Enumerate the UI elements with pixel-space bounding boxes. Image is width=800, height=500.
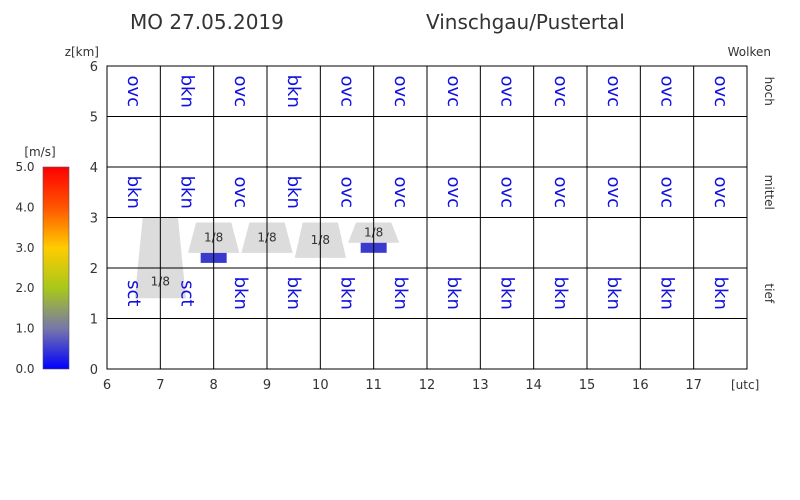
cloud-cover-hoch: bkn: [177, 75, 198, 108]
y-axis-label: z[km]: [65, 45, 99, 59]
layer-label-hoch: hoch: [762, 77, 776, 106]
x-tick-label: 7: [156, 378, 164, 393]
cloud-cover-tief: bkn: [443, 277, 464, 310]
y-tick-label: 1: [90, 313, 98, 328]
layer-label-tief: tief: [762, 283, 776, 303]
cloud-cover-mittel: ovc: [443, 176, 464, 208]
cloud-cover-hoch: ovc: [123, 75, 144, 107]
colorbar-tick-label: 3.0: [15, 241, 34, 255]
x-tick-label: 9: [263, 378, 271, 393]
cloud-cover-mittel: ovc: [550, 176, 571, 208]
x-tick-label: 11: [365, 378, 382, 393]
cloud-cover-mittel: bkn: [177, 176, 198, 209]
x-tick-label: 10: [312, 378, 329, 393]
colorbar-tick-label: 2.0: [15, 281, 34, 295]
cloud-cover-hoch: ovc: [497, 75, 518, 107]
cloud-cover-tief: bkn: [710, 277, 731, 310]
cloud-cover-hoch: ovc: [710, 75, 731, 107]
cloud-cover-mittel: ovc: [337, 176, 358, 208]
y-tick-label: 6: [90, 60, 98, 75]
cloud-cover-mittel: ovc: [603, 176, 624, 208]
y-tick-label: 4: [90, 161, 98, 176]
colorbar-tick-label: 0.0: [15, 362, 34, 376]
cloud-cover-hoch: ovc: [657, 75, 678, 107]
cloud-cover-hoch: ovc: [390, 75, 411, 107]
cloud-cover-tief: bkn: [390, 277, 411, 310]
cloud-legend-title: Wolken: [728, 45, 771, 59]
x-tick-label: 8: [210, 378, 218, 393]
cloud-cover-hoch: ovc: [337, 75, 358, 107]
cloud-cover-hoch: ovc: [230, 75, 251, 107]
cloud-cover-mittel: ovc: [710, 176, 731, 208]
cloud-cover-tief: sct: [177, 280, 198, 306]
cloud-cover-mittel: ovc: [230, 176, 251, 208]
y-tick-label: 5: [90, 111, 98, 126]
layer-label-mittel: mittel: [762, 175, 776, 210]
colorbar-tick-label: 5.0: [15, 160, 34, 174]
x-axis-unit: [utc]: [731, 378, 759, 392]
x-tick-label: 14: [525, 378, 542, 393]
cloud-cover-tief: bkn: [657, 277, 678, 310]
cloud-cover-tief: bkn: [550, 277, 571, 310]
y-tick-label: 0: [90, 363, 98, 378]
colorbar: [42, 166, 70, 370]
cloud-cover-tief: bkn: [603, 277, 624, 310]
colorbar-tick-label: 4.0: [15, 200, 34, 214]
cloud-cover-tief: bkn: [230, 277, 251, 310]
cloud-cover-mittel: bkn: [123, 176, 144, 209]
cloud-cover-hoch: ovc: [603, 75, 624, 107]
cloud-cover-mittel: ovc: [657, 176, 678, 208]
cloud-cover-hoch: ovc: [550, 75, 571, 107]
cloud-cover-tief: bkn: [497, 277, 518, 310]
colorbar-tick-label: 1.0: [15, 322, 34, 336]
cloud-cover-tief: bkn: [337, 277, 358, 310]
chart-date: MO 27.05.2019: [130, 10, 284, 34]
x-tick-label: 6: [103, 378, 111, 393]
cloud-cover-tief: sct: [123, 280, 144, 306]
cloud-cover-hoch: ovc: [443, 75, 464, 107]
y-tick-label: 2: [90, 262, 98, 277]
cloud-cover-mittel: bkn: [283, 176, 304, 209]
colorbar-unit: [m/s]: [24, 145, 55, 159]
cloud-cover-mittel: ovc: [497, 176, 518, 208]
x-tick-label: 12: [419, 378, 436, 393]
x-tick-label: 13: [472, 378, 489, 393]
x-tick-label: 15: [579, 378, 596, 393]
cloud-cover-tief: bkn: [283, 277, 304, 310]
x-tick-label: 17: [685, 378, 702, 393]
y-tick-label: 3: [90, 212, 98, 227]
x-tick-label: 16: [632, 378, 649, 393]
cloud-cover-mittel: ovc: [390, 176, 411, 208]
cloud-cover-hoch: bkn: [283, 75, 304, 108]
chart-region: Vinschgau/Pustertal: [426, 10, 625, 34]
